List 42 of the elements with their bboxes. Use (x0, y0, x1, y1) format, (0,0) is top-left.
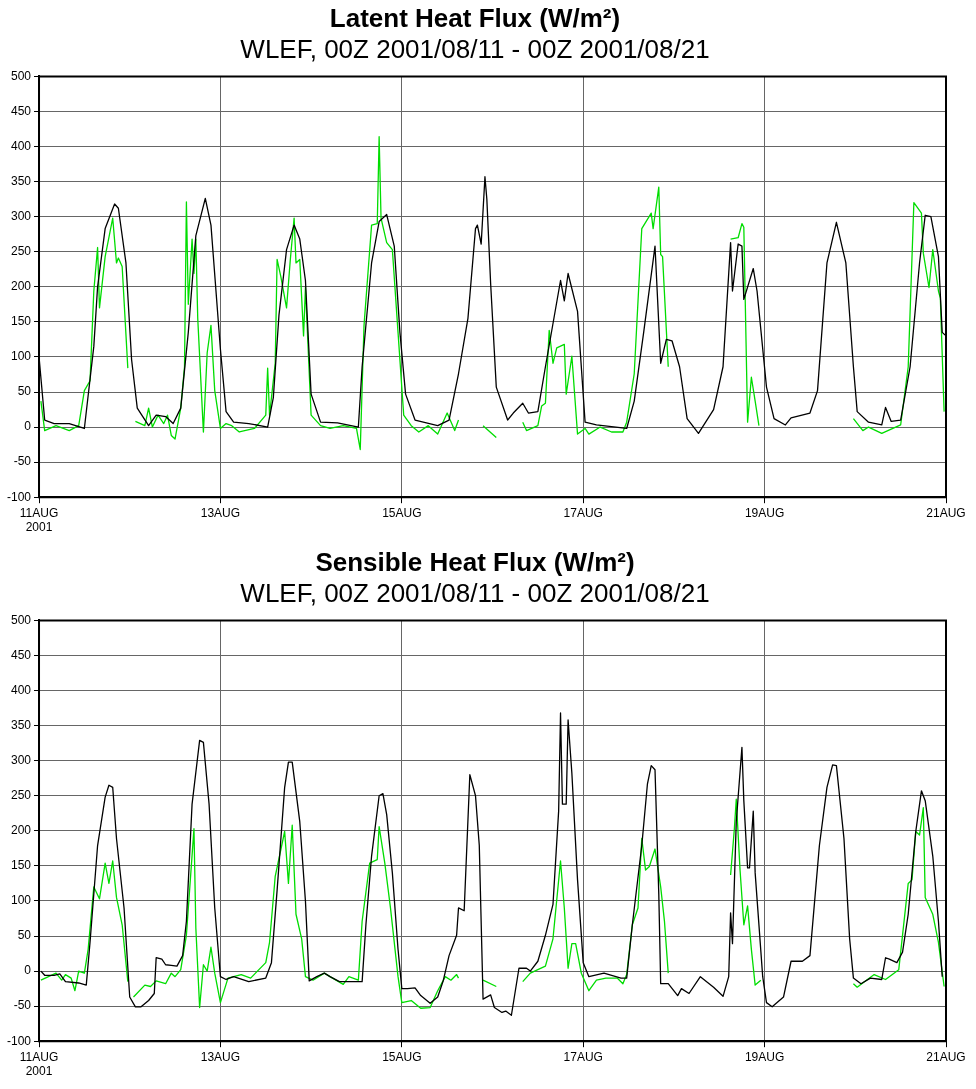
x-tick-label: 21AUG (926, 1049, 966, 1064)
y-tick-label: 100 (10, 893, 32, 908)
y-tick-label: 150 (10, 858, 32, 873)
y-tick-label: -100 (6, 489, 32, 504)
x-tick-label: 19AUG (744, 1049, 785, 1064)
x-tick-label: 13AUG (200, 1049, 241, 1064)
y-tick-label: -100 (6, 1033, 32, 1048)
y-tick-label: 350 (10, 173, 32, 188)
chart-title: Sensible Heat Flux (W/m²) (315, 546, 635, 577)
y-tick-label: 300 (10, 752, 32, 767)
y-tick-label: 300 (10, 208, 32, 223)
y-tick-label: 200 (10, 279, 32, 294)
x-tick-label: 21AUG (926, 505, 966, 520)
y-tick-label: 350 (10, 717, 32, 732)
x-tick-label: 15AUG (382, 505, 422, 520)
y-tick-label: 400 (10, 682, 32, 697)
chart-title: Latent Heat Flux (W/m²) (329, 2, 621, 33)
x-tick-label: 15AUG (382, 1049, 422, 1064)
x-tick-label: 11AUG 2001 (19, 1049, 59, 1079)
x-tick-label: 13AUG (200, 505, 241, 520)
y-tick-label: 0 (24, 419, 32, 434)
y-tick-label: 100 (10, 349, 32, 364)
y-tick-label: 450 (10, 103, 32, 118)
y-tick-label: 450 (10, 647, 32, 662)
x-tick-label: 11AUG 2001 (19, 505, 59, 535)
y-tick-label: 0 (24, 963, 32, 978)
y-tick-label: 250 (10, 788, 32, 803)
x-tick-label: 17AUG (563, 505, 603, 520)
y-tick-label: -50 (13, 454, 32, 469)
y-tick-label: 500 (10, 612, 32, 627)
x-tick-label: 17AUG (563, 1049, 603, 1064)
y-tick-label: 150 (10, 314, 32, 329)
y-tick-label: 500 (10, 68, 32, 83)
y-tick-label: -50 (13, 998, 32, 1013)
y-tick-label: 50 (17, 928, 32, 943)
y-tick-label: 250 (10, 244, 32, 259)
y-tick-label: 200 (10, 823, 32, 838)
chart-subtitle: WLEF, 00Z 2001/08/11 - 00Z 2001/08/21 (240, 577, 710, 608)
y-tick-label: 50 (17, 384, 32, 399)
y-tick-label: 400 (10, 138, 32, 153)
x-tick-label: 19AUG (744, 505, 785, 520)
chart-subtitle: WLEF, 00Z 2001/08/11 - 00Z 2001/08/21 (240, 33, 710, 64)
